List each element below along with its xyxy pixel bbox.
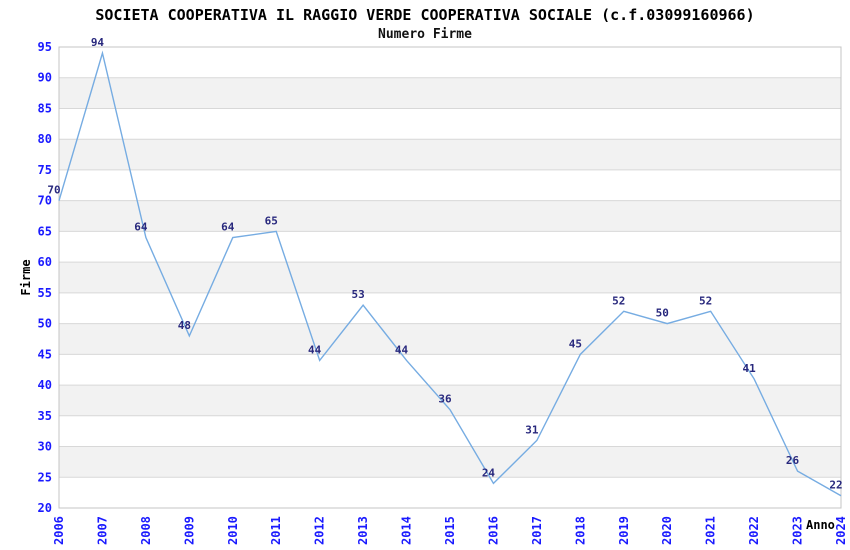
data-point-label: 24 (482, 466, 496, 479)
y-tick-label: 50 (38, 317, 52, 331)
data-point-label: 65 (265, 214, 278, 227)
plot-band (59, 200, 841, 232)
chart-subtitle: Numero Firme (378, 27, 472, 42)
y-axis-title: Firme (19, 259, 33, 295)
plot-band (59, 446, 841, 478)
data-point-label: 50 (656, 307, 669, 320)
data-series-line (58, 50, 842, 497)
x-tick-label: 2009 (182, 516, 196, 545)
plot-band (59, 139, 841, 170)
x-tick-label: 2019 (617, 516, 631, 545)
data-point-label: 64 (221, 221, 235, 234)
data-point-label: 52 (699, 294, 712, 307)
y-tick-label: 35 (38, 409, 52, 423)
y-tick-label: 20 (38, 501, 52, 515)
data-point-label: 53 (351, 288, 364, 301)
x-tick-label: 2018 (573, 516, 587, 545)
data-point-label: 44 (395, 343, 409, 356)
y-tick-label: 80 (38, 132, 52, 146)
y-tick-label: 25 (38, 470, 52, 484)
data-point-label: 52 (612, 294, 625, 307)
data-point-label: 36 (438, 393, 452, 406)
x-tick-label: 2015 (443, 516, 457, 545)
data-point-label: 70 (47, 184, 60, 197)
x-tick-label: 2021 (704, 516, 718, 545)
data-point-label: 41 (742, 362, 756, 375)
data-point-label: 45 (569, 337, 582, 350)
chart-title: SOCIETA COOPERATIVA IL RAGGIO VERDE COOP… (95, 6, 755, 24)
y-tick-label: 60 (38, 255, 52, 269)
data-point-label: 64 (134, 221, 148, 234)
data-point-label: 48 (178, 319, 191, 332)
data-point-label: 26 (786, 454, 800, 467)
x-tick-label: 2011 (269, 516, 283, 545)
x-tick-label: 2016 (486, 516, 500, 545)
x-tick-label: 2013 (356, 516, 370, 545)
x-axis-title: Anno (806, 518, 835, 532)
y-tick-label: 95 (38, 40, 52, 54)
y-tick-label: 75 (38, 163, 52, 177)
x-tick-label: 2008 (139, 516, 153, 545)
y-tick-label: 40 (38, 378, 52, 392)
plot-border (58, 46, 842, 509)
x-tick-label: 2014 (400, 516, 414, 545)
x-tick-label: 2020 (660, 516, 674, 545)
data-point-label: 94 (91, 36, 105, 49)
y-tick-label: 85 (38, 101, 52, 115)
x-tick-label: 2022 (747, 516, 761, 545)
x-tick-label: 2007 (95, 516, 109, 545)
x-tick-label: 2010 (226, 516, 240, 545)
x-tick-label: 2023 (791, 516, 805, 545)
y-tick-label: 65 (38, 224, 52, 238)
x-tick-label: 2012 (313, 516, 327, 545)
plot-band (59, 77, 841, 109)
x-tick-label: 2024 (834, 516, 848, 545)
data-point-label: 44 (308, 343, 322, 356)
data-point-label: 22 (829, 479, 842, 492)
y-tick-label: 55 (38, 286, 52, 300)
y-tick-label: 45 (38, 347, 52, 361)
x-tick-label: 2017 (530, 516, 544, 545)
y-tick-label: 30 (38, 440, 52, 454)
plot-band (59, 323, 841, 355)
y-tick-label: 90 (38, 71, 52, 85)
y-tick-label: 70 (38, 194, 52, 208)
data-point-label: 31 (525, 423, 539, 436)
plot-band (59, 262, 841, 293)
x-tick-label: 2006 (52, 516, 66, 545)
